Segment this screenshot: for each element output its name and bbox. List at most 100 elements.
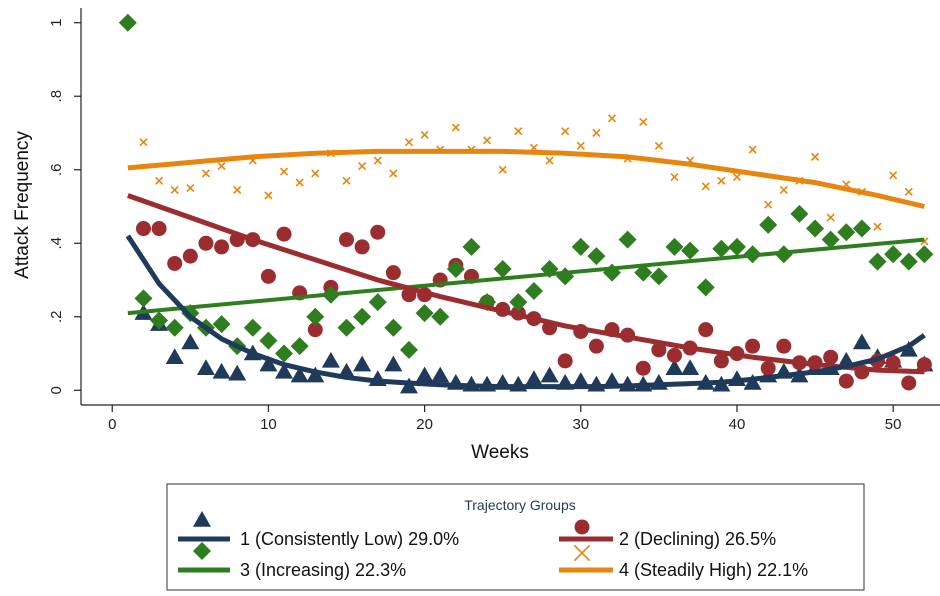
y-tick-label: 1: [48, 19, 65, 27]
series-4-point: [201, 169, 211, 178]
y-tick-label: .8: [48, 90, 65, 103]
series-3-point: [868, 252, 887, 271]
series-2-point: [557, 353, 573, 369]
series-4-point: [701, 182, 710, 191]
series-3-point: [493, 259, 512, 278]
series-3-point: [462, 237, 481, 256]
series-2-point: [307, 322, 323, 338]
series-4-point: [654, 141, 663, 150]
series-3-fit-line: [127, 237, 925, 316]
series-3-point: [727, 237, 746, 256]
series-2-point: [354, 239, 370, 255]
legend-marker-4: [573, 544, 591, 562]
series-4-point: [170, 185, 179, 195]
series-2-point: [635, 360, 651, 376]
series-1-point: [431, 366, 450, 383]
legend-label-1: 1 (Consistently Low) 29.0%: [240, 529, 459, 549]
y-tick-label: .6: [48, 163, 65, 176]
y-tick-label: 0: [48, 386, 65, 394]
series-1-point: [165, 348, 184, 364]
series-3-point: [446, 259, 465, 278]
series-2-point: [135, 221, 151, 237]
series-4-point: [186, 184, 195, 193]
series-3-point: [306, 307, 325, 326]
series-1-point: [181, 333, 200, 350]
series-3-point: [712, 239, 731, 258]
series-3-point: [915, 245, 934, 264]
series-2-point: [214, 239, 230, 255]
series-3-point: [899, 252, 918, 271]
series-2-point: [745, 338, 761, 354]
series-4-point: [639, 117, 648, 127]
series-3-point: [165, 318, 184, 337]
series-2-point: [666, 347, 682, 363]
x-tick-label: 50: [885, 416, 902, 433]
series-1-point: [384, 355, 403, 372]
series-1-point: [509, 375, 528, 392]
series-4-point: [670, 173, 679, 182]
series-2-point: [151, 221, 167, 237]
series-3-point: [212, 315, 231, 334]
legend-box: [166, 483, 865, 591]
series-3-point: [681, 241, 700, 260]
series-4-point: [342, 176, 351, 185]
series-4-point: [561, 127, 570, 136]
legend-label-2: 2 (Declining) 26.5%: [619, 529, 776, 549]
series-2-point: [823, 349, 839, 365]
series-2-point: [260, 268, 276, 284]
series-4-point: [904, 187, 913, 196]
series-3-point: [415, 304, 434, 323]
series-4-point: [732, 173, 742, 182]
series-4-fit-line: [127, 148, 925, 209]
series-1-point: [852, 333, 871, 350]
series-2-point: [198, 235, 214, 251]
series-2-point: [370, 224, 386, 240]
series-1-point: [540, 366, 559, 383]
series-3-point: [790, 204, 809, 223]
series-2-point: [651, 342, 667, 358]
series-4-point: [748, 145, 757, 154]
series-4-point: [764, 200, 773, 209]
series-1-point: [306, 366, 325, 383]
series-2-point: [182, 248, 198, 264]
plot-content: 0.2.4.6.810 10 20 30 40 50: [48, 8, 940, 433]
series-3-point: [806, 219, 825, 238]
series-4-point: [279, 167, 289, 176]
series-4-point: [155, 176, 164, 185]
series-1-point: [212, 362, 231, 379]
series-2-fit-line: [127, 193, 925, 375]
series-3-point: [353, 307, 372, 326]
legend-marker-2: [574, 519, 590, 535]
series-4-point: [295, 178, 304, 187]
series-1-point: [681, 359, 700, 375]
series-4-point: [420, 130, 429, 139]
series-2-point: [916, 357, 932, 373]
series-4-point: [873, 222, 882, 231]
x-axis-title: Weeks: [471, 442, 529, 463]
series-4-point: [810, 152, 820, 161]
legend-marker-1: [193, 511, 211, 527]
series-4-point: [389, 169, 398, 178]
series-3-point: [431, 307, 450, 326]
series-1-point: [587, 375, 606, 392]
series-3-point: [368, 293, 387, 312]
series-3-point: [134, 289, 153, 308]
series-4-point: [139, 138, 148, 147]
series-4-point: [576, 141, 585, 150]
series-3-point: [696, 278, 715, 297]
legend-label-4: 4 (Steadily High) 22.1%: [619, 560, 808, 580]
legend-entries: 1 (Consistently Low) 29.0% 2 (Declining) …: [178, 511, 808, 580]
series-3-point: [884, 245, 903, 264]
series-3-point: [259, 331, 278, 350]
x-tick-label: 30: [572, 416, 589, 433]
series-1-point: [665, 359, 684, 375]
series-3-point: [821, 230, 840, 249]
series-3-point: [571, 237, 590, 256]
series-3-point: [290, 337, 309, 356]
series-4-point: [514, 127, 523, 136]
series-3-point: [759, 215, 778, 234]
series-3-point: [524, 282, 543, 301]
series-1-point: [290, 366, 309, 383]
series-1-point: [399, 377, 418, 394]
series-4-point: [779, 185, 788, 195]
